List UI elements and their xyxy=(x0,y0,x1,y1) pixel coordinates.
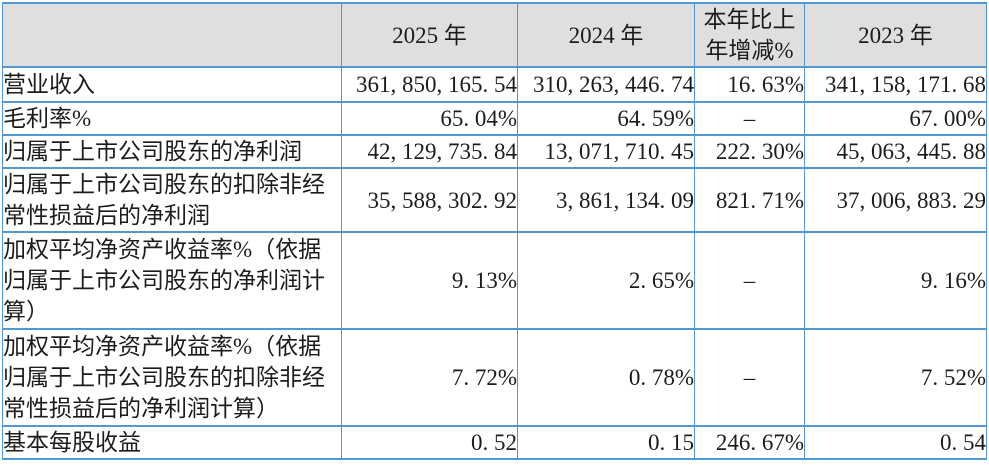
value-2025: 7. 72% xyxy=(341,328,518,427)
value-yoy: 16. 63% xyxy=(694,66,805,103)
value-2023: 0. 54 xyxy=(804,425,987,460)
table-row: 毛利率% 65. 04% 64. 59% – 67. 00% xyxy=(2,101,987,136)
row-label: 加权平均净资产收益率%（依据 归属于上市公司股东的扣除非经 常性损益后的净利润计… xyxy=(2,328,342,427)
value-2023: 45, 063, 445. 88 xyxy=(804,134,987,169)
header-yoy-change: 本年比上 年增减% xyxy=(694,2,805,68)
header-year-2023: 2023 年 xyxy=(804,2,987,68)
value-2023: 9. 16% xyxy=(804,231,987,330)
value-2024: 13, 071, 710. 45 xyxy=(517,134,695,169)
header-metric xyxy=(2,2,342,68)
value-yoy: – xyxy=(694,101,805,136)
value-yoy: – xyxy=(694,231,805,330)
value-yoy: 222. 30% xyxy=(694,134,805,169)
value-yoy: 821. 71% xyxy=(694,167,805,233)
table-row: 加权平均净资产收益率%（依据 归属于上市公司股东的净利润计 算） 9. 13% … xyxy=(2,231,987,330)
value-2025: 35, 588, 302. 92 xyxy=(341,167,518,233)
value-2023: 67. 00% xyxy=(804,101,987,136)
value-2025: 42, 129, 735. 84 xyxy=(341,134,518,169)
row-label: 加权平均净资产收益率%（依据 归属于上市公司股东的净利润计 算） xyxy=(2,231,342,330)
header-year-2025: 2025 年 xyxy=(341,2,518,68)
value-2023: 341, 158, 171. 68 xyxy=(804,66,987,103)
row-label: 归属于上市公司股东的扣除非经 常性损益后的净利润 xyxy=(2,167,342,233)
table-row: 归属于上市公司股东的净利润 42, 129, 735. 84 13, 071, … xyxy=(2,134,987,169)
value-yoy: – xyxy=(694,328,805,427)
table-row: 加权平均净资产收益率%（依据 归属于上市公司股东的扣除非经 常性损益后的净利润计… xyxy=(2,328,987,427)
value-2023: 7. 52% xyxy=(804,328,987,427)
value-2024: 310, 263, 446. 74 xyxy=(517,66,695,103)
header-row: 2025 年 2024 年 本年比上 年增减% 2023 年 xyxy=(2,2,987,68)
row-label: 毛利率% xyxy=(2,101,342,136)
header-year-2024: 2024 年 xyxy=(517,2,695,68)
value-2024: 64. 59% xyxy=(517,101,695,136)
value-2025: 9. 13% xyxy=(341,231,518,330)
financial-summary-table: 2025 年 2024 年 本年比上 年增减% 2023 年 营业收入 361,… xyxy=(2,2,987,460)
table-row: 营业收入 361, 850, 165. 54 310, 263, 446. 74… xyxy=(2,66,987,103)
value-2023: 37, 006, 883. 29 xyxy=(804,167,987,233)
value-yoy: 246. 67% xyxy=(694,425,805,460)
row-label: 基本每股收益 xyxy=(2,425,342,460)
table-row: 基本每股收益 0. 52 0. 15 246. 67% 0. 54 xyxy=(2,425,987,460)
value-2024: 3, 861, 134. 09 xyxy=(517,167,695,233)
value-2024: 0. 15 xyxy=(517,425,695,460)
value-2024: 2. 65% xyxy=(517,231,695,330)
value-2024: 0. 78% xyxy=(517,328,695,427)
table-row: 归属于上市公司股东的扣除非经 常性损益后的净利润 35, 588, 302. 9… xyxy=(2,167,987,233)
value-2025: 65. 04% xyxy=(341,101,518,136)
value-2025: 361, 850, 165. 54 xyxy=(341,66,518,103)
value-2025: 0. 52 xyxy=(341,425,518,460)
row-label: 归属于上市公司股东的净利润 xyxy=(2,134,342,169)
row-label: 营业收入 xyxy=(2,66,342,103)
